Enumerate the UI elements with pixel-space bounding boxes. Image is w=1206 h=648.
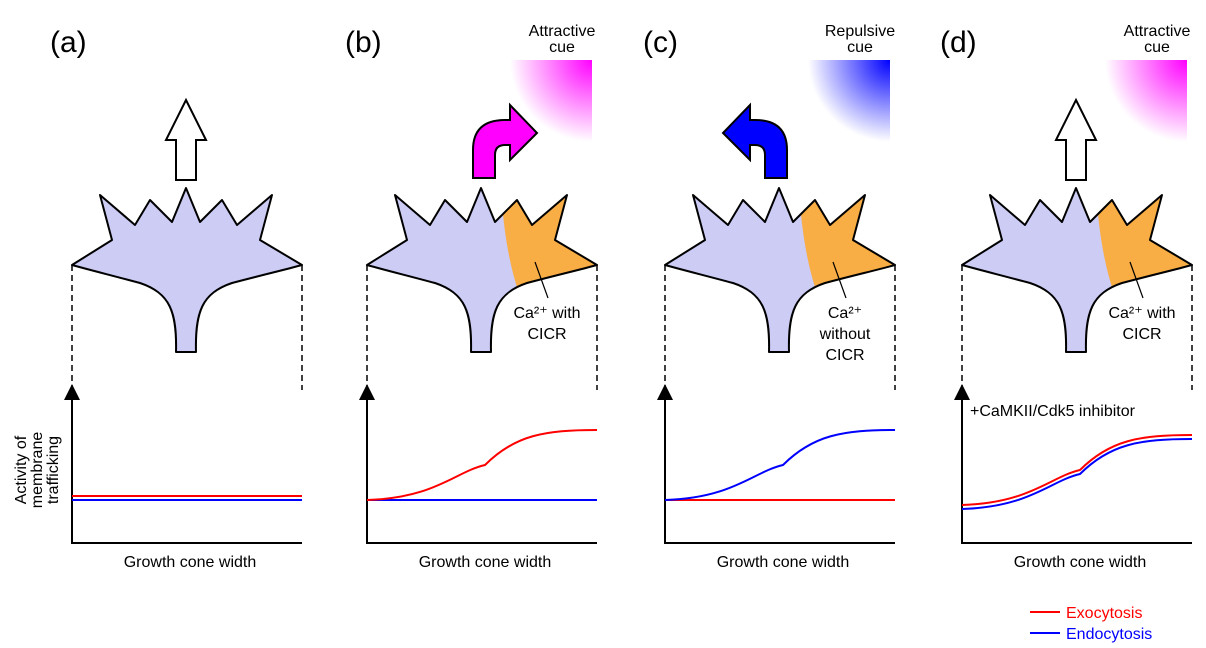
trafficking-curve <box>962 435 1192 505</box>
panel-label: (b) <box>345 26 382 59</box>
cue-label: Repulsive <box>825 23 895 40</box>
panel-label: (a) <box>50 26 87 59</box>
calcium-region <box>798 150 913 320</box>
panel-label: (c) <box>643 26 678 59</box>
turn-arrow <box>473 105 537 178</box>
x-axis-label: Growth cone width <box>1014 554 1147 571</box>
calcium-label: CICR <box>1122 326 1161 343</box>
x-axis-label: Growth cone width <box>124 554 257 571</box>
calcium-label: Ca²⁺ with <box>1108 305 1175 322</box>
legend-label: Endocytosis <box>1066 626 1152 643</box>
trafficking-curve <box>665 430 895 500</box>
figure: (a) Growth cone width Activity ofmembranet… <box>0 0 1206 643</box>
cue-label: cue <box>549 39 575 56</box>
x-axis-label: Growth cone width <box>717 554 850 571</box>
calcium-label: Ca²⁺ <box>828 305 862 322</box>
calcium-label: Ca²⁺ with <box>513 305 580 322</box>
cue-gradient-area <box>1105 60 1187 142</box>
y-axis-label: Activity of <box>13 435 30 504</box>
trafficking-curve <box>367 430 597 500</box>
inhibitor-note: +CaMKII/Cdk5 inhibitor <box>970 403 1136 420</box>
legend-label: Exocytosis <box>1066 605 1142 622</box>
panel-label: (d) <box>940 26 977 59</box>
growth-arrow <box>1056 100 1096 180</box>
cue-gradient-area <box>808 60 890 142</box>
calcium-label: CICR <box>825 347 864 364</box>
turn-arrow <box>723 105 787 178</box>
y-axis-label: trafficking <box>45 436 62 504</box>
calcium-region <box>500 150 615 320</box>
x-axis-label: Growth cone width <box>419 554 552 571</box>
y-axis-label: membrane <box>29 432 46 509</box>
cue-label: Attractive <box>529 23 596 40</box>
calcium-label: CICR <box>527 326 566 343</box>
trafficking-curve <box>962 439 1192 509</box>
cue-label: cue <box>847 39 873 56</box>
growth-arrow <box>166 100 206 180</box>
cue-label: cue <box>1144 39 1170 56</box>
cue-label: Attractive <box>1124 23 1191 40</box>
calcium-label: without <box>819 326 871 343</box>
